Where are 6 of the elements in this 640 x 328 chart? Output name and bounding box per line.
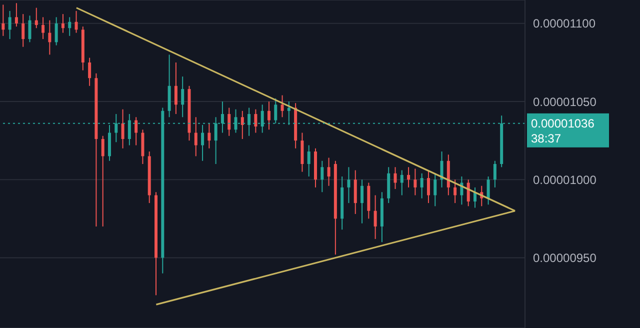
y-tick-label: 0.00001050 <box>533 94 597 109</box>
text: 38:37 <box>531 131 562 146</box>
y-tick-label: 0.00001000 <box>533 172 597 187</box>
y-tick-label: 0.00000950 <box>533 250 597 265</box>
y-tick-label: 0.00001100 <box>533 16 596 31</box>
ref-line-label: 0.00001036 <box>531 116 595 130</box>
